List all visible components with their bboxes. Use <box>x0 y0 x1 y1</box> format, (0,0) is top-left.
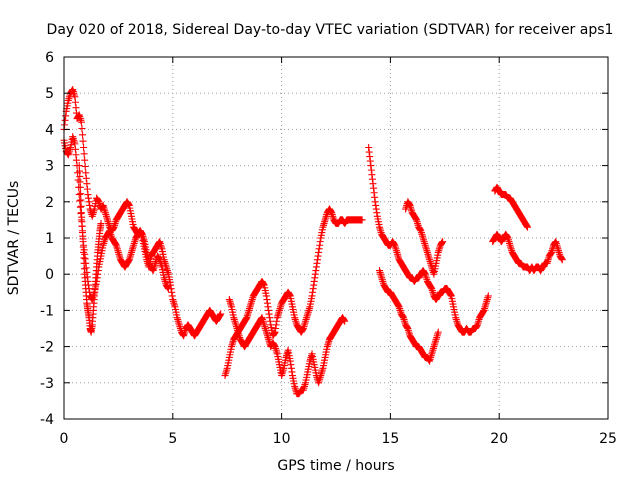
y-tick-label: -4 <box>40 412 54 428</box>
x-tick-label: 5 <box>168 431 177 447</box>
y-tick-label: 1 <box>45 231 54 247</box>
y-tick-label: 2 <box>45 195 54 211</box>
data-point <box>77 118 85 126</box>
series-track-i <box>491 183 531 231</box>
series-track-a <box>60 86 225 340</box>
data-point <box>434 328 442 336</box>
data-point <box>439 238 447 246</box>
x-axis-label: GPS time / hours <box>277 458 394 474</box>
data-point <box>484 292 492 300</box>
data-point <box>80 144 88 151</box>
data-point <box>81 156 89 164</box>
y-axis-label: SDTVAR / TECUs <box>6 181 22 296</box>
series-track-g <box>376 267 442 365</box>
y-tick-label: -3 <box>40 376 54 392</box>
x-tick-label: 0 <box>60 431 69 447</box>
data-point <box>75 191 83 199</box>
data-point <box>97 220 105 228</box>
y-tick-label: 6 <box>45 50 54 66</box>
series-track-c <box>75 162 105 336</box>
x-tick-label: 20 <box>490 431 508 447</box>
x-tick-label: 25 <box>599 431 617 447</box>
series-track-e <box>225 296 349 398</box>
y-tick-label: 0 <box>45 267 54 283</box>
y-tick-label: 4 <box>45 122 54 138</box>
x-tick-labels: 0 5 10 15 20 25 <box>60 431 617 447</box>
data-point <box>76 203 84 211</box>
data-point <box>77 190 85 198</box>
series-track-h <box>402 198 447 278</box>
data-point <box>558 256 566 264</box>
data-point <box>358 216 366 224</box>
data-point <box>77 196 85 204</box>
series-track-d <box>221 205 366 380</box>
series-track-j <box>489 230 566 275</box>
y-tick-label: 3 <box>45 159 54 175</box>
data-point <box>164 285 172 293</box>
data-point <box>76 197 84 205</box>
data-point <box>79 137 87 145</box>
data-point <box>81 163 89 171</box>
data-point <box>76 183 84 191</box>
data-point <box>78 131 86 139</box>
x-tick-label: 10 <box>273 431 291 447</box>
series-track-f <box>365 144 492 336</box>
gridlines <box>64 57 608 419</box>
axis-ticks <box>63 56 609 420</box>
data-point <box>77 202 85 210</box>
y-tick-label: -2 <box>40 340 54 356</box>
data-point <box>217 310 225 318</box>
data-point <box>78 124 86 132</box>
y-tick-labels: -4 -3 -2 -1 0 1 2 3 4 5 6 <box>40 50 54 428</box>
y-tick-label: 5 <box>45 86 54 102</box>
data-point <box>341 317 349 325</box>
x-tick-label: 15 <box>381 431 399 447</box>
data-point <box>523 223 531 231</box>
y-tick-label: -1 <box>40 303 54 319</box>
chart-title: Day 020 of 2018, Sidereal Day-to-day VTE… <box>47 22 614 38</box>
data-point <box>80 150 88 158</box>
data-points <box>60 86 566 398</box>
